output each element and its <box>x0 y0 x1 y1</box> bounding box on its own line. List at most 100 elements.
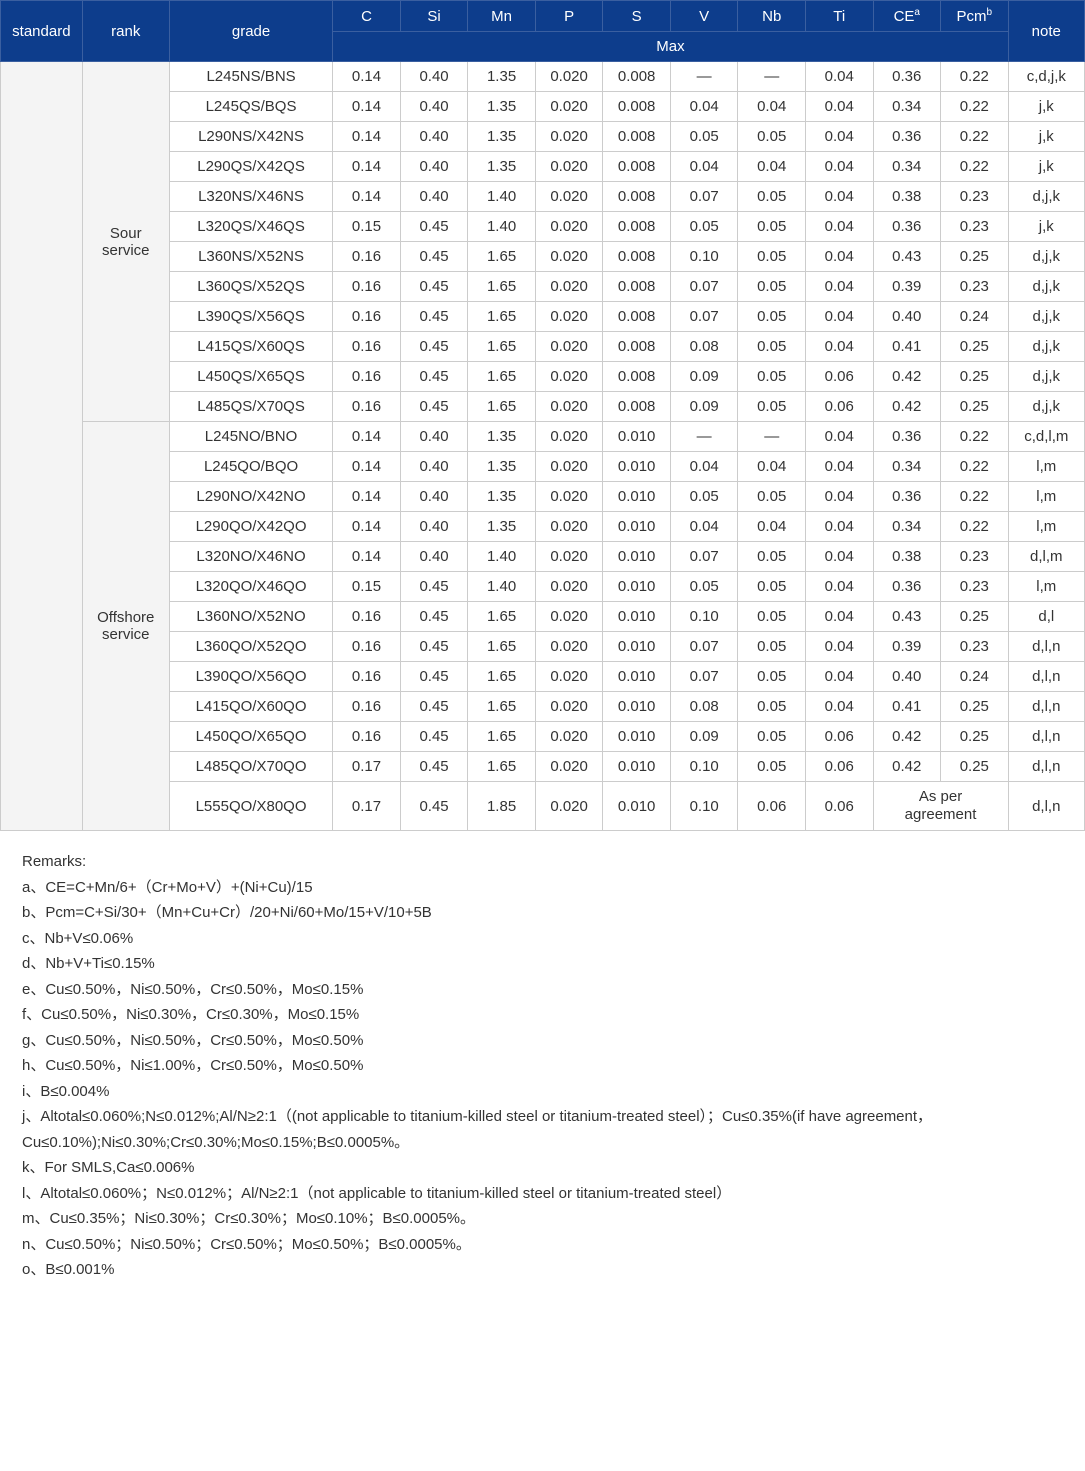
cell-mn: 1.35 <box>468 62 536 92</box>
cell-note: d,l <box>1008 602 1084 632</box>
cell-v: 0.09 <box>670 362 738 392</box>
cell-si: 0.40 <box>400 422 468 452</box>
col-pcm: Pcmb <box>941 1 1009 32</box>
cell-mn: 1.35 <box>468 482 536 512</box>
remarks-line: o、B≤0.001% <box>22 1257 1063 1283</box>
cell-grade: L360QS/X52QS <box>169 272 332 302</box>
cell-ce: 0.43 <box>873 242 941 272</box>
cell-mn: 1.65 <box>468 302 536 332</box>
cell-p: 0.020 <box>535 632 603 662</box>
cell-grade: L290QS/X42QS <box>169 152 332 182</box>
cell-grade: L415QO/X60QO <box>169 692 332 722</box>
cell-nb: 0.05 <box>738 632 806 662</box>
cell-ce: 0.39 <box>873 272 941 302</box>
cell-note: d,l,n <box>1008 692 1084 722</box>
cell-p: 0.020 <box>535 62 603 92</box>
cell-pcm: 0.25 <box>941 362 1009 392</box>
cell-c: 0.16 <box>333 302 401 332</box>
cell-p: 0.020 <box>535 182 603 212</box>
cell-nb: 0.05 <box>738 332 806 362</box>
cell-p: 0.020 <box>535 482 603 512</box>
cell-ce: 0.36 <box>873 212 941 242</box>
cell-note: d,j,k <box>1008 362 1084 392</box>
col-p: P <box>535 1 603 32</box>
cell-s: 0.010 <box>603 782 671 831</box>
cell-note: j,k <box>1008 212 1084 242</box>
cell-s: 0.010 <box>603 632 671 662</box>
rank-cell: Sourservice <box>82 62 169 422</box>
cell-mn: 1.35 <box>468 422 536 452</box>
cell-s: 0.008 <box>603 392 671 422</box>
remarks-line: c、Nb+V≤0.06% <box>22 926 1063 952</box>
cell-grade: L320QO/X46QO <box>169 572 332 602</box>
cell-c: 0.16 <box>333 392 401 422</box>
cell-nb: 0.05 <box>738 242 806 272</box>
cell-note: d,l,n <box>1008 752 1084 782</box>
cell-grade: L245QS/BQS <box>169 92 332 122</box>
cell-note: l,m <box>1008 572 1084 602</box>
cell-c: 0.14 <box>333 452 401 482</box>
cell-ti: 0.04 <box>805 632 873 662</box>
cell-grade: L450QO/X65QO <box>169 722 332 752</box>
cell-ce-pcm-merged: As peragreement <box>873 782 1008 831</box>
cell-c: 0.16 <box>333 242 401 272</box>
cell-ti: 0.06 <box>805 392 873 422</box>
cell-c: 0.14 <box>333 512 401 542</box>
cell-si: 0.40 <box>400 122 468 152</box>
cell-grade: L245NO/BNO <box>169 422 332 452</box>
cell-mn: 1.40 <box>468 212 536 242</box>
cell-nb: 0.05 <box>738 182 806 212</box>
cell-p: 0.020 <box>535 692 603 722</box>
cell-note: d,j,k <box>1008 392 1084 422</box>
cell-v: 0.07 <box>670 632 738 662</box>
remarks-line: f、Cu≤0.50%，Ni≤0.30%，Cr≤0.30%，Mo≤0.15% <box>22 1002 1063 1028</box>
cell-pcm: 0.23 <box>941 542 1009 572</box>
col-v: V <box>670 1 738 32</box>
cell-nb: 0.05 <box>738 722 806 752</box>
cell-s: 0.008 <box>603 272 671 302</box>
col-ti: Ti <box>805 1 873 32</box>
cell-ti: 0.06 <box>805 362 873 392</box>
cell-ti: 0.04 <box>805 512 873 542</box>
cell-ti: 0.04 <box>805 302 873 332</box>
cell-s: 0.008 <box>603 332 671 362</box>
cell-ce: 0.34 <box>873 512 941 542</box>
cell-mn: 1.65 <box>468 662 536 692</box>
cell-si: 0.45 <box>400 662 468 692</box>
col-s: S <box>603 1 671 32</box>
cell-note: l,m <box>1008 482 1084 512</box>
cell-v: 0.07 <box>670 542 738 572</box>
cell-c: 0.17 <box>333 782 401 831</box>
col-si: Si <box>400 1 468 32</box>
cell-pcm: 0.22 <box>941 122 1009 152</box>
col-c: C <box>333 1 401 32</box>
cell-pcm: 0.23 <box>941 182 1009 212</box>
cell-ti: 0.04 <box>805 152 873 182</box>
cell-pcm: 0.23 <box>941 572 1009 602</box>
cell-mn: 1.40 <box>468 182 536 212</box>
cell-note: d,l,m <box>1008 542 1084 572</box>
col-note: note <box>1008 1 1084 62</box>
cell-s: 0.010 <box>603 602 671 632</box>
cell-s: 0.008 <box>603 242 671 272</box>
cell-s: 0.008 <box>603 92 671 122</box>
cell-nb: 0.05 <box>738 692 806 722</box>
cell-mn: 1.65 <box>468 392 536 422</box>
cell-pcm: 0.22 <box>941 452 1009 482</box>
cell-nb: 0.05 <box>738 602 806 632</box>
cell-ti: 0.04 <box>805 482 873 512</box>
cell-si: 0.45 <box>400 602 468 632</box>
cell-ce: 0.34 <box>873 152 941 182</box>
col-nb: Nb <box>738 1 806 32</box>
cell-pcm: 0.24 <box>941 302 1009 332</box>
remarks-line: i、B≤0.004% <box>22 1079 1063 1105</box>
cell-grade: L485QO/X70QO <box>169 752 332 782</box>
cell-s: 0.010 <box>603 692 671 722</box>
cell-mn: 1.65 <box>468 332 536 362</box>
cell-v: — <box>670 422 738 452</box>
remarks-line: m、Cu≤0.35%；Ni≤0.30%；Cr≤0.30%；Mo≤0.10%；B≤… <box>22 1206 1063 1232</box>
remarks-line: j、Altotal≤0.060%;N≤0.012%;Al/N≥2:1（(not … <box>22 1104 1063 1155</box>
cell-nb: 0.06 <box>738 782 806 831</box>
cell-pcm: 0.23 <box>941 212 1009 242</box>
cell-mn: 1.35 <box>468 92 536 122</box>
